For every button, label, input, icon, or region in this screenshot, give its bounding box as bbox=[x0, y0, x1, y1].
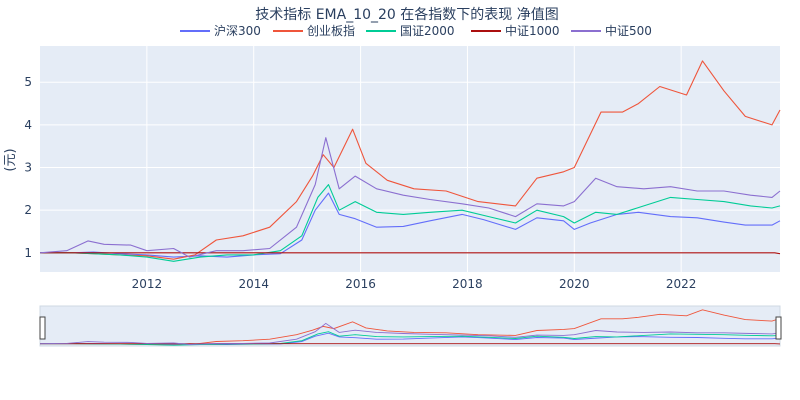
legend[interactable]: 沪深300 创业板指 国证2000 中证1000 中证500 bbox=[180, 23, 652, 38]
x-tick-label: 2020 bbox=[559, 277, 590, 291]
legend-label: 创业板指 bbox=[307, 23, 355, 38]
range-slider-left-handle[interactable] bbox=[39, 316, 46, 340]
legend-label: 沪深300 bbox=[214, 24, 261, 38]
legend-label: 中证1000 bbox=[505, 23, 560, 38]
y-axis: 1 2 3 4 5 bbox=[24, 75, 32, 260]
x-tick-label: 2022 bbox=[666, 277, 697, 291]
legend-item-3[interactable]: 中证1000 bbox=[471, 23, 560, 38]
y-tick-label: 1 bbox=[24, 246, 32, 260]
legend-item-0[interactable]: 沪深300 bbox=[180, 24, 261, 38]
series-line-1 bbox=[40, 60, 781, 260]
range-slider[interactable] bbox=[39, 305, 781, 347]
series-line-0 bbox=[40, 192, 781, 258]
x-tick-label: 2016 bbox=[345, 277, 376, 291]
legend-label: 中证500 bbox=[605, 23, 652, 38]
x-tick-label: 2018 bbox=[452, 277, 483, 291]
plot-area bbox=[40, 46, 780, 272]
x-axis: 2012 2014 2016 2018 2020 2022 bbox=[132, 277, 697, 291]
y-tick-label: 2 bbox=[24, 203, 32, 217]
slider-series-line-4 bbox=[39, 322, 781, 345]
series-line-2 bbox=[40, 184, 781, 262]
y-axis-title: (元) bbox=[3, 148, 18, 171]
series-line-4 bbox=[39, 137, 781, 258]
slider-series-line-2 bbox=[40, 331, 781, 346]
series-group bbox=[39, 60, 781, 262]
chart-title: 技术指标 EMA_10_20 在各指数下的表现 净值图 bbox=[255, 7, 558, 23]
y-tick-label: 5 bbox=[24, 75, 32, 89]
legend-item-2[interactable]: 国证2000 bbox=[366, 24, 455, 38]
series-line-3 bbox=[40, 252, 781, 255]
y-tick-label: 4 bbox=[24, 118, 32, 132]
legend-item-1[interactable]: 创业板指 bbox=[273, 23, 355, 38]
y-tick-label: 3 bbox=[24, 161, 32, 175]
x-tick-label: 2012 bbox=[132, 277, 163, 291]
range-slider-right-handle[interactable] bbox=[775, 316, 782, 340]
x-tick-label: 2014 bbox=[238, 277, 269, 291]
legend-label: 国证2000 bbox=[400, 24, 455, 38]
range-slider-series bbox=[39, 309, 781, 346]
legend-item-4[interactable]: 中证500 bbox=[571, 23, 652, 38]
